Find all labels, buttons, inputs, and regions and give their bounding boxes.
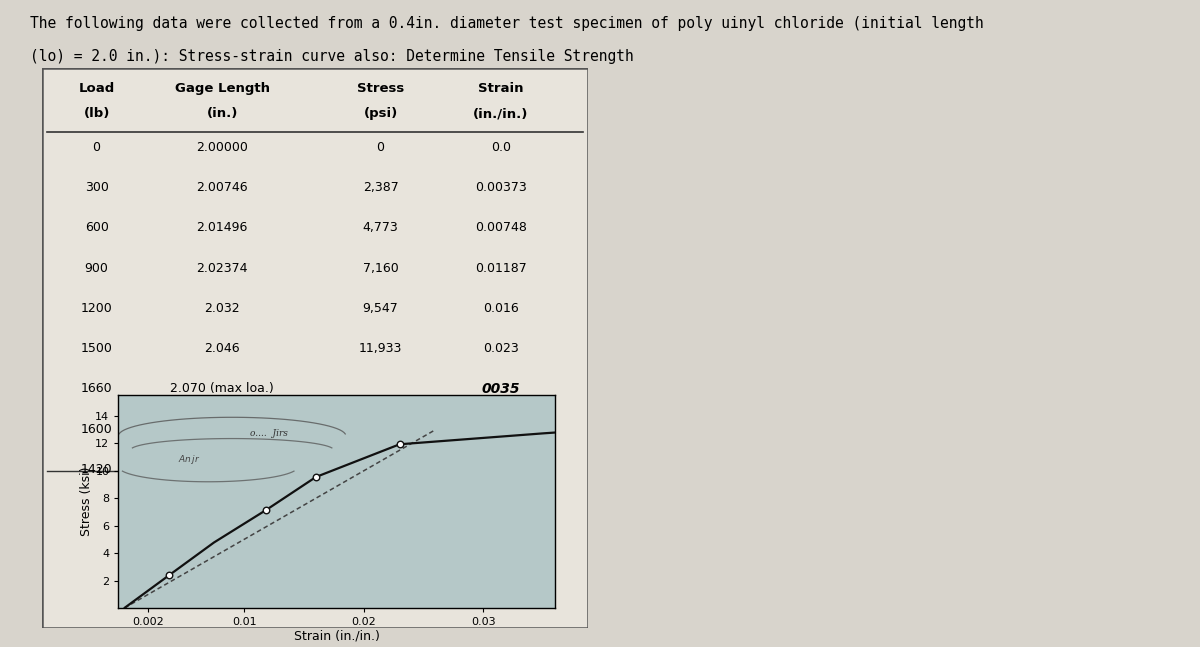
Text: 900: 900 <box>85 261 108 274</box>
Text: 0: 0 <box>377 140 384 154</box>
Point <box>306 472 325 482</box>
Text: 2.094: 2.094 <box>204 422 240 436</box>
Text: o....  Jirs: o.... Jirs <box>250 429 288 438</box>
Text: 2.032: 2.032 <box>204 302 240 315</box>
Text: 9,547: 9,547 <box>362 302 398 315</box>
Y-axis label: Stress (ksi): Stress (ksi) <box>79 467 92 536</box>
Text: 1420: 1420 <box>80 463 113 476</box>
Text: 1660: 1660 <box>80 382 113 395</box>
Text: 0.023: 0.023 <box>482 342 518 355</box>
Point <box>390 439 409 450</box>
Text: Strain: Strain <box>478 82 523 95</box>
Text: 4,773: 4,773 <box>362 221 398 234</box>
Text: (lo) = 2.0 in.): Stress-strain curve also: Determine Tensile Strength: (lo) = 2.0 in.): Stress-strain curve als… <box>30 49 634 63</box>
Text: 2.00746: 2.00746 <box>197 181 248 194</box>
Text: 0035: 0035 <box>481 382 520 397</box>
Text: 0.047: 0.047 <box>482 422 518 436</box>
Text: 2.070 (max loa.): 2.070 (max loa.) <box>170 382 274 395</box>
Point <box>677 418 696 428</box>
FancyBboxPatch shape <box>42 68 588 628</box>
Text: 2.00000: 2.00000 <box>197 140 248 154</box>
Text: Stress: Stress <box>356 82 404 95</box>
Text: 2.02374: 2.02374 <box>197 261 248 274</box>
Text: 12,729: 12,729 <box>359 422 402 436</box>
Text: 7,160: 7,160 <box>362 261 398 274</box>
Text: 0.00748: 0.00748 <box>475 221 527 234</box>
Text: (in./in.): (in./in.) <box>473 107 528 120</box>
Text: 2.01496: 2.01496 <box>197 221 248 234</box>
Text: 0: 0 <box>92 140 101 154</box>
Text: (psi): (psi) <box>364 107 397 120</box>
Text: 0.0: 0.0 <box>491 140 511 154</box>
Text: 2.12 (fracture): 2.12 (fracture) <box>176 463 268 476</box>
Text: 2,387: 2,387 <box>362 181 398 194</box>
Text: 600: 600 <box>85 221 108 234</box>
Text: Gage Length: Gage Length <box>175 82 270 95</box>
Text: 0.01187: 0.01187 <box>475 261 527 274</box>
Text: 2.046: 2.046 <box>204 342 240 355</box>
Text: (lb): (lb) <box>84 107 109 120</box>
Point <box>257 505 276 515</box>
X-axis label: Strain (in./in.): Strain (in./in.) <box>294 630 379 643</box>
Text: The following data were collected from a 0.4in. diameter test specimen of poly u: The following data were collected from a… <box>30 16 984 31</box>
Text: Load: Load <box>78 82 115 95</box>
Text: 0.00373: 0.00373 <box>475 181 527 194</box>
Text: 1600: 1600 <box>80 422 113 436</box>
Text: 1500: 1500 <box>80 342 113 355</box>
Text: 300: 300 <box>85 181 108 194</box>
Text: 11,933: 11,933 <box>359 342 402 355</box>
Text: 0.016: 0.016 <box>482 302 518 315</box>
Point <box>160 570 179 580</box>
Text: (in.): (in.) <box>206 107 238 120</box>
Text: $\mathit{An\,jr}$: $\mathit{An\,jr}$ <box>179 453 200 466</box>
Text: 1200: 1200 <box>80 302 113 315</box>
